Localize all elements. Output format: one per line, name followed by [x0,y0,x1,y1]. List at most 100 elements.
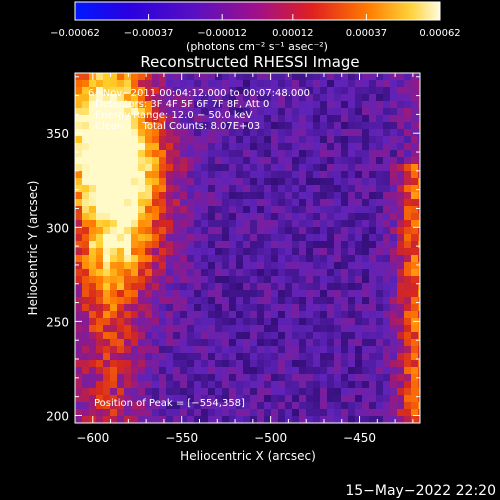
heatmap-cell [418,143,420,151]
heatmap-cell [75,101,83,109]
heatmap-cell [411,346,419,354]
heatmap-cell [82,178,90,186]
heatmap-cell [222,255,230,263]
heatmap-cell [257,143,265,151]
heatmap-cell [404,234,412,242]
heatmap-cell [341,80,349,88]
heatmap-cell [320,360,328,368]
heatmap-cell [131,185,139,193]
heatmap-cell [173,346,181,354]
heatmap-cell [222,297,230,305]
heatmap-cell [201,276,209,284]
heatmap-cell [173,185,181,193]
heatmap-cell [236,283,244,291]
heatmap-cell [292,94,300,102]
heatmap-cell [306,353,314,361]
heatmap-cell [166,80,174,88]
heatmap-cell [250,129,258,137]
heatmap-cell [264,339,272,347]
heatmap-cell [418,213,420,221]
heatmap-cell [285,241,293,249]
heatmap-cell [418,381,420,389]
heatmap-cell [145,241,153,249]
heatmap-cell [229,101,237,109]
heatmap-cell [138,297,146,305]
heatmap-cell [96,269,104,277]
heatmap-cell [236,122,244,130]
heatmap-cell [341,332,349,340]
heatmap-cell [250,297,258,305]
heatmap-cell [376,283,384,291]
heatmap-cell [82,255,90,263]
heatmap-cell [124,346,132,354]
heatmap-cell [82,234,90,242]
heatmap-cell [362,80,370,88]
heatmap-cell [194,185,202,193]
heatmap-cell [145,227,153,235]
heatmap-cell [257,262,265,270]
heatmap-cell [292,101,300,109]
colorbar-tick-label: 0.00037 [346,28,387,39]
heatmap-cell [376,297,384,305]
heatmap-cell [103,360,111,368]
heatmap-cell [397,262,405,270]
heatmap-cell [166,269,174,277]
heatmap-cell [131,332,139,340]
heatmap-cell [313,416,321,423]
heatmap-cell [334,409,342,417]
heatmap-cell [110,346,118,354]
heatmap-cell [215,115,223,123]
heatmap-cell [75,332,83,340]
heatmap-cell [138,122,146,130]
heatmap-cell [145,339,153,347]
heatmap-cell [208,234,216,242]
heatmap-cell [138,332,146,340]
heatmap-cell [418,108,420,116]
heatmap-cell [110,213,118,221]
heatmap-cell [355,199,363,207]
heatmap-cell [355,283,363,291]
heatmap-cell [299,388,307,396]
heatmap-cell [243,108,251,116]
heatmap-cell [348,192,356,200]
heatmap-cell [411,115,419,123]
heatmap-cell [201,332,209,340]
heatmap-cell [285,199,293,207]
heatmap-cell [236,157,244,165]
heatmap-cell [159,157,167,165]
heatmap-cell [306,199,314,207]
heatmap-cell [236,276,244,284]
heatmap-cell [82,157,90,165]
heatmap-cell [75,94,83,102]
heatmap-cell [341,304,349,312]
heatmap-cell [285,381,293,389]
heatmap-cell [376,213,384,221]
heatmap-cell [103,318,111,326]
heatmap-cell [376,367,384,375]
heatmap-cell [376,192,384,200]
heatmap-cell [355,185,363,193]
heatmap-cell [369,108,377,116]
heatmap-cell [327,262,335,270]
heatmap-cell [229,115,237,123]
heatmap-cell [96,185,104,193]
heatmap-cell [131,234,139,242]
heatmap-cell [208,136,216,144]
heatmap-cell [166,332,174,340]
heatmap-cell [96,178,104,186]
heatmap-cell [201,192,209,200]
heatmap-cell [362,353,370,361]
heatmap-cell [264,290,272,298]
heatmap-cell [348,241,356,249]
heatmap-cell [75,381,83,389]
heatmap-cell [215,402,223,410]
heatmap-cell [250,80,258,88]
heatmap-cell [383,171,391,179]
heatmap-cell [138,220,146,228]
heatmap-cell [222,80,230,88]
heatmap-cell [194,269,202,277]
heatmap-cell [334,262,342,270]
heatmap-cell [250,234,258,242]
heatmap-cell [355,213,363,221]
heatmap-cell [348,143,356,151]
